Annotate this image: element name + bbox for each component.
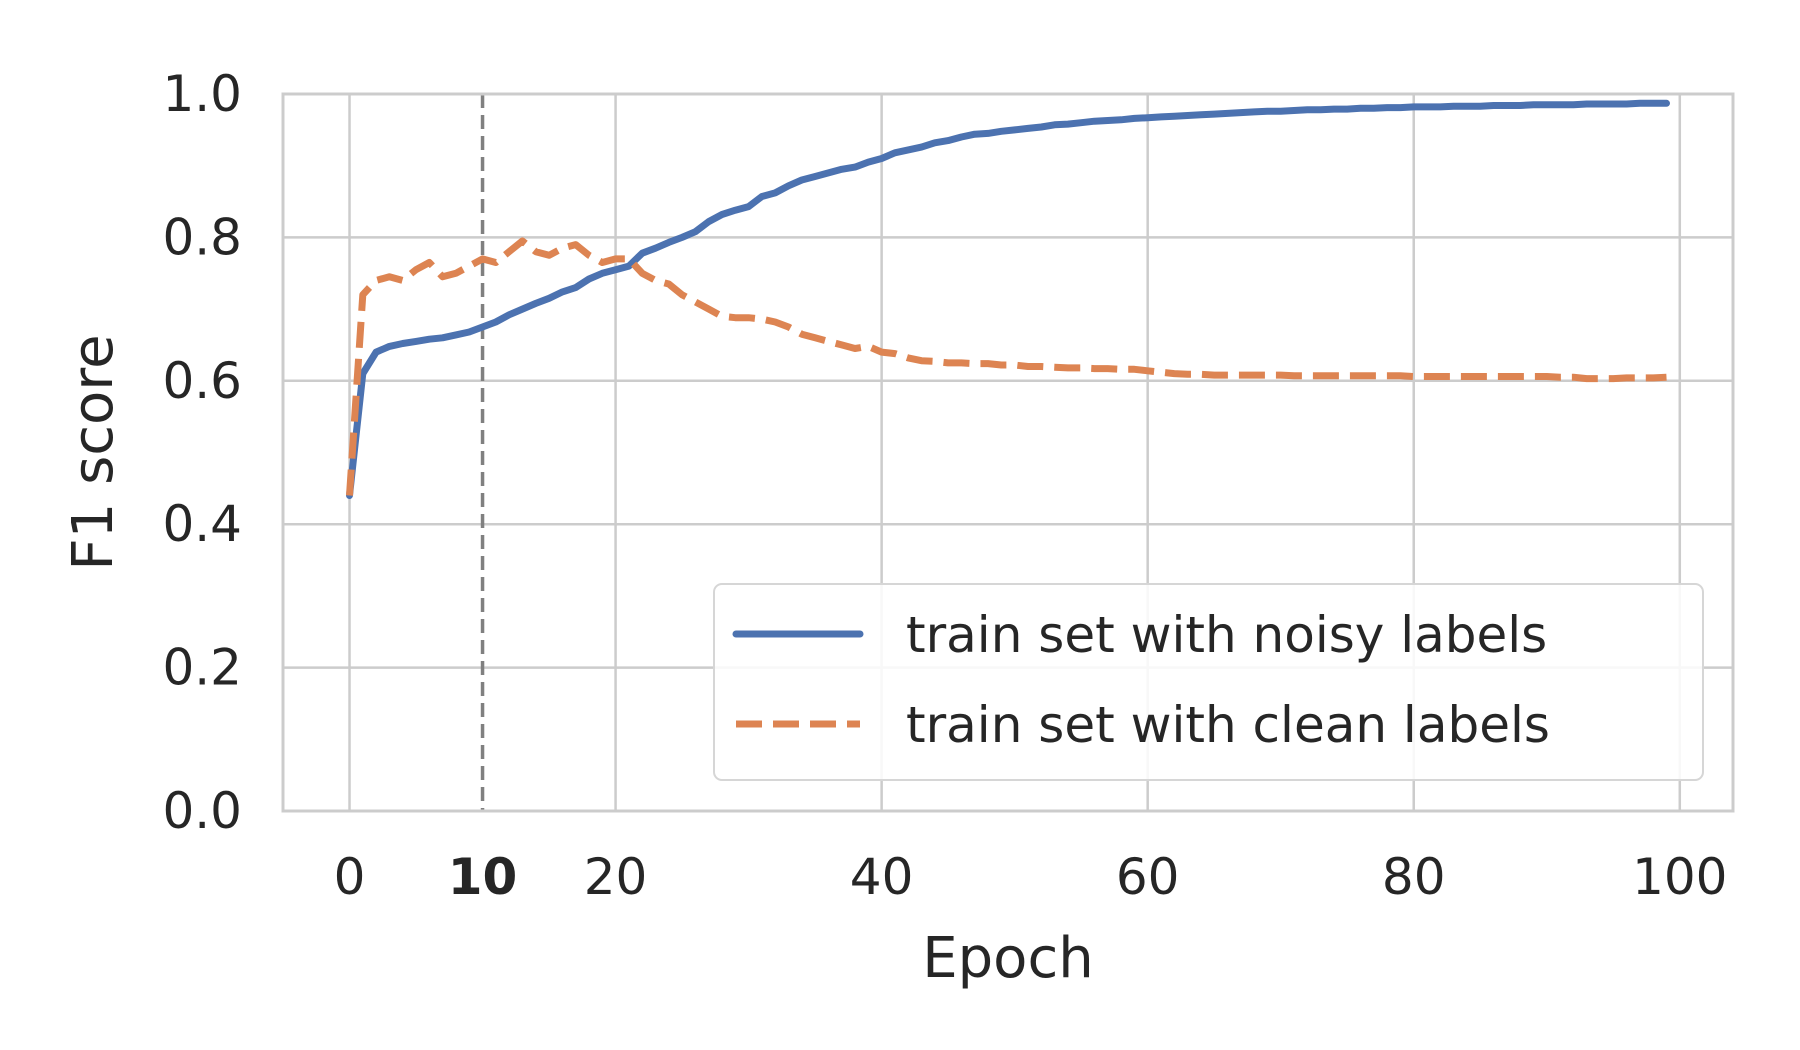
y-tick-label: 0.0 — [162, 782, 242, 840]
y-tick-label: 0.4 — [162, 495, 242, 553]
legend-box — [713, 583, 1704, 781]
x-tick-label: 10 — [448, 848, 518, 906]
y-tick-label: 1.0 — [162, 65, 242, 123]
x-tick-label: 0 — [334, 848, 366, 906]
y-axis-label: F1 score — [61, 334, 126, 570]
series-line-2 — [346, 237, 1667, 496]
legend: train set with noisy labels train set wit… — [713, 583, 1704, 781]
x-tick-label: 80 — [1382, 848, 1446, 906]
x-tick-label: 20 — [584, 848, 648, 906]
x-tick-label: 60 — [1116, 848, 1180, 906]
legend-label-1: train set with noisy labels — [906, 606, 1547, 664]
y-tick-labels: 0.0 0.2 0.4 0.6 0.8 1.0 — [162, 65, 242, 840]
x-tick-label: 40 — [850, 848, 914, 906]
x-tick-label: 100 — [1632, 848, 1727, 906]
series-lines — [346, 99, 1670, 499]
y-tick-label: 0.8 — [162, 208, 242, 266]
series-line-1 — [346, 99, 1670, 499]
y-tick-label: 0.6 — [162, 352, 242, 410]
y-tick-label: 0.2 — [162, 639, 242, 697]
plot-frame — [281, 92, 1735, 813]
legend-label-2: train set with clean labels — [906, 696, 1550, 754]
x-tick-labels: 0 10 20 40 60 80 100 — [334, 848, 1728, 906]
x-axis-label: Epoch — [922, 926, 1093, 991]
